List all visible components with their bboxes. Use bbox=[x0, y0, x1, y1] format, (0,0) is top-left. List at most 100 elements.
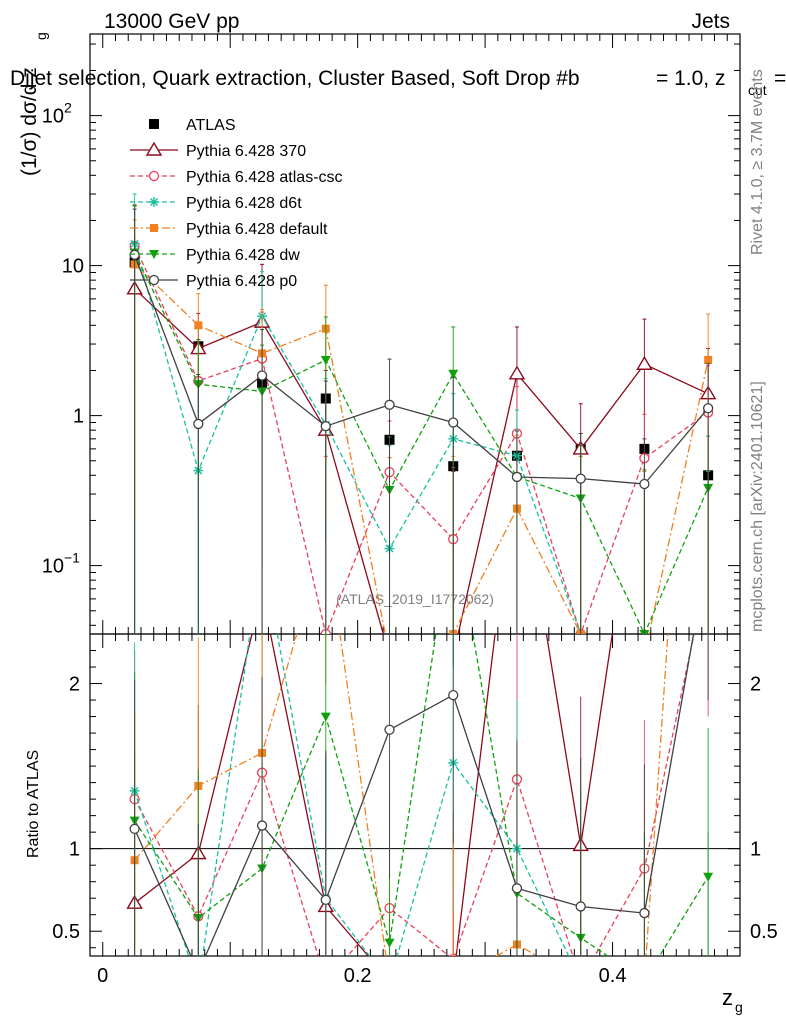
main-y-tick-label: 1 bbox=[73, 406, 84, 428]
ratio-point-p0 bbox=[194, 968, 203, 977]
ratio-point-d6t-shape bbox=[193, 981, 203, 991]
main-y-tick-label-base: 10 bbox=[42, 556, 64, 578]
main-y-tick-label-exp: 2 bbox=[64, 100, 72, 116]
main-point-default-shape bbox=[640, 652, 648, 660]
ratio-point-p0 bbox=[256, 820, 268, 831]
main-line-370 bbox=[134, 288, 709, 634]
ratio-point-default bbox=[577, 977, 585, 985]
ratio-point-default bbox=[449, 977, 457, 985]
plot-title: Dijet selection, Quark extraction, Clust… bbox=[10, 67, 786, 98]
main-point-dw bbox=[320, 355, 331, 365]
ratio-point-atlas-csc bbox=[321, 976, 330, 985]
ratio-point-p0-shape bbox=[320, 894, 331, 906]
legend-marker-atlas-csc bbox=[148, 170, 160, 182]
ratio-point-d6t-shape bbox=[576, 976, 586, 986]
main-point-dw-shape bbox=[448, 369, 459, 379]
ratio-point-p0 bbox=[511, 883, 523, 894]
main-point-p0-shape bbox=[511, 471, 523, 483]
main-line-dw bbox=[134, 252, 709, 634]
ratio-series-atlas-csc bbox=[129, 634, 709, 985]
main-point-p0 bbox=[448, 417, 459, 428]
legend-marker-default-shape bbox=[150, 224, 158, 232]
ratio-point-atlas-csc-shape bbox=[321, 976, 330, 985]
legend-label-dw: Pythia 6.428 dw bbox=[186, 247, 300, 264]
main-point-dw bbox=[448, 369, 459, 379]
ratio-line-d6t bbox=[133, 634, 570, 956]
ratio-point-370 bbox=[446, 974, 460, 986]
main-line-d6t bbox=[133, 243, 583, 634]
ratio-point-dw bbox=[384, 938, 395, 948]
ratio-point-d6t bbox=[703, 976, 713, 986]
ratio-point-d6t-shape bbox=[639, 976, 649, 986]
main-point-d6t bbox=[639, 651, 649, 661]
ratio-point-p0 bbox=[639, 907, 650, 919]
legend-marker-d6t bbox=[149, 197, 159, 207]
plot-title-b: = 1.0, z bbox=[656, 67, 725, 90]
legend-marker-dw bbox=[149, 250, 159, 259]
ratio-point-atlas-csc bbox=[576, 976, 585, 985]
ratio-series-dw bbox=[129, 634, 714, 986]
ratio-y-tick-label-right: 2 bbox=[750, 674, 761, 696]
main-series-ATLAS bbox=[129, 257, 714, 481]
legend-marker-d6t-shape bbox=[149, 197, 159, 207]
ratio-point-p0-shape bbox=[384, 724, 395, 735]
plot-title-eq: = bbox=[774, 67, 786, 90]
ratio-point-d6t bbox=[576, 976, 586, 986]
main-point-p0-shape bbox=[575, 473, 586, 484]
main-point-p0 bbox=[256, 370, 268, 381]
mcplots-label: mcplots.cern.ch [arXiv:2401.10621] bbox=[749, 381, 766, 632]
main-line-default bbox=[134, 263, 709, 634]
ratio-point-p0 bbox=[129, 823, 140, 835]
legend-label-ATLAS: ATLAS bbox=[186, 117, 236, 134]
ratio-point-dw-shape bbox=[639, 977, 649, 986]
ratio-point-p0 bbox=[448, 689, 459, 701]
plot-title-main: Dijet selection, Quark extraction, Clust… bbox=[10, 67, 580, 90]
ratio-y-axis-title: Ratio to ATLAS bbox=[25, 750, 42, 858]
legend-label-d6t: Pythia 6.428 d6t bbox=[186, 195, 302, 212]
main-point-p0-shape bbox=[384, 399, 395, 410]
ratio-point-370-shape bbox=[446, 974, 460, 986]
ratio-point-dw-shape bbox=[320, 712, 331, 722]
ratio-point-p0 bbox=[575, 901, 586, 912]
main-series-p0 bbox=[129, 208, 714, 634]
x-tick-label: 0.4 bbox=[599, 965, 627, 987]
ratio-y-tick-label-left: 2 bbox=[69, 674, 80, 696]
legend-entry-370: Pythia 6.428 370 bbox=[130, 141, 306, 160]
legend-marker-ATLAS-shape bbox=[149, 119, 159, 129]
ratio-line-atlas-csc bbox=[134, 634, 695, 956]
y-axis-title-sub: g bbox=[33, 32, 49, 40]
legend-marker-370-shape bbox=[145, 141, 163, 156]
main-point-default-shape bbox=[704, 355, 713, 364]
ratio-point-default-shape bbox=[577, 977, 585, 985]
legend-marker-ATLAS bbox=[149, 119, 159, 129]
main-point-p0-shape bbox=[129, 249, 140, 260]
rivet-label: Rivet 4.1.0, ≥ 3.7M events bbox=[749, 69, 766, 255]
main-point-p0-shape bbox=[256, 370, 268, 381]
main-point-p0 bbox=[384, 399, 395, 410]
main-y-tick-label-base: 10 bbox=[42, 106, 64, 128]
legend-label-default: Pythia 6.428 default bbox=[186, 221, 328, 238]
x-axis-title-sub: g bbox=[735, 999, 743, 1015]
ratio-point-p0-shape bbox=[129, 823, 140, 835]
ratio-point-dw bbox=[639, 977, 649, 986]
main-point-p0-shape bbox=[448, 417, 459, 428]
main-y-tick-label: 10 bbox=[62, 256, 84, 278]
ratio-y-tick-label-left: 1 bbox=[69, 839, 80, 861]
ratio-point-p0-shape bbox=[194, 968, 203, 977]
ratio-point-370 bbox=[383, 974, 397, 986]
ratio-point-d6t-shape bbox=[703, 976, 713, 986]
main-point-p0-shape bbox=[193, 418, 204, 430]
legend-marker-p0-shape bbox=[148, 274, 160, 286]
ratio-series-p0 bbox=[129, 634, 709, 977]
main-point-p0 bbox=[129, 249, 140, 260]
main-point-p0-shape bbox=[639, 478, 650, 490]
ratio-point-default-shape bbox=[704, 36, 712, 44]
ratio-point-dw bbox=[703, 872, 714, 882]
legend-entry-p0: Pythia 6.428 p0 bbox=[130, 273, 297, 290]
main-point-p0 bbox=[639, 478, 650, 490]
ratio-y-tick-label-right: 0.5 bbox=[750, 921, 778, 943]
ratio-line-dw bbox=[134, 634, 709, 956]
legend-marker-370 bbox=[145, 141, 163, 156]
main-point-d6t-shape bbox=[639, 651, 649, 661]
